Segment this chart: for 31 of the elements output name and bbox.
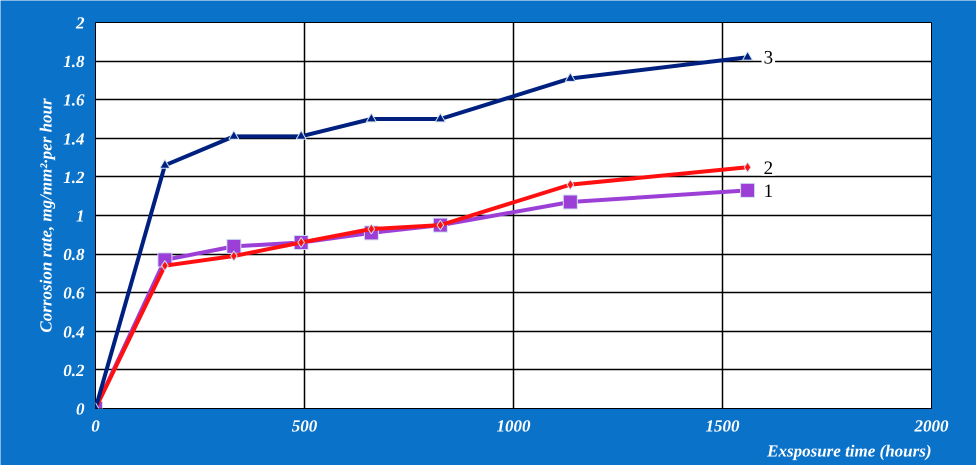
series-label: 1 (764, 180, 774, 202)
series-label: 2 (764, 158, 774, 179)
y-axis-title: Corrosion rate, mg/mm²·per hour (36, 98, 56, 333)
point (296, 130, 307, 140)
point (366, 112, 377, 122)
series-label: 3 (764, 48, 774, 69)
point (159, 159, 170, 169)
y-tick-label: 1.6 (63, 90, 85, 110)
point (740, 182, 756, 198)
y-tick-label: 0.4 (63, 322, 84, 342)
y-tick-label: 0 (76, 400, 85, 418)
y-tick-label: 0.2 (63, 360, 85, 380)
point (434, 112, 446, 122)
y-tick-label: 1.4 (63, 129, 84, 148)
point (226, 238, 242, 254)
y-tick-label: 1.8 (63, 52, 85, 72)
y-tick-label: 0.8 (63, 245, 85, 264)
x-tick-label: 2000 (914, 416, 949, 436)
point (742, 50, 754, 61)
y-tick-label: 1 (76, 206, 84, 226)
y-tick-label: 0.6 (63, 284, 85, 303)
point (228, 130, 240, 140)
x-tick-label: 0 (91, 416, 100, 436)
x-tick-label: 500 (292, 416, 318, 436)
x-tick-label: 1000 (496, 416, 531, 436)
y-tick-label: 1.2 (63, 168, 85, 187)
x-tick-label: 1500 (706, 416, 740, 436)
y-tick-label: 2 (75, 14, 85, 32)
x-axis-title: Exsposure time (hours) (766, 442, 932, 460)
point (562, 194, 578, 210)
point (564, 72, 576, 82)
